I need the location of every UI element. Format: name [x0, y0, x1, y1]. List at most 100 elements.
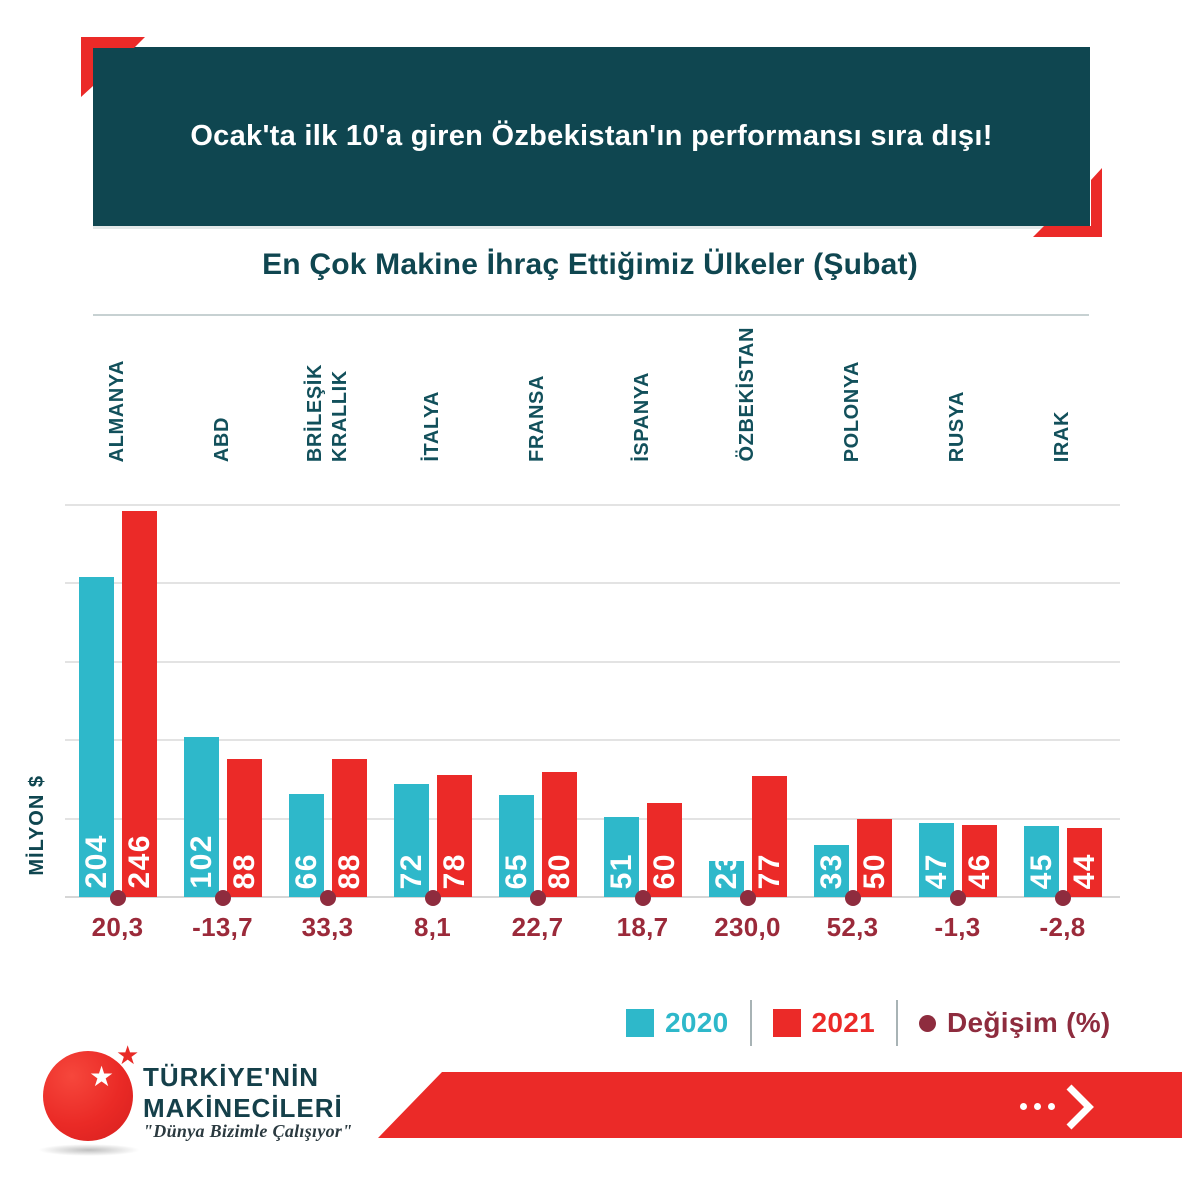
change-value-7: 230,0 [714, 912, 781, 942]
bar-2020-5 [499, 795, 534, 897]
change-dot-8 [845, 890, 861, 906]
legend-item-change: Değişim (%) [919, 1007, 1111, 1039]
change-value-2: -13,7 [192, 912, 253, 942]
bar-2021-3 [332, 759, 367, 897]
legend-divider [896, 1000, 898, 1046]
bar-value-2020-10: 45 [1025, 852, 1058, 889]
logo-star-white-icon: ★ [89, 1060, 115, 1093]
country-label-8: POLONYA [800, 322, 905, 462]
gridline-100 [65, 739, 1120, 741]
gridline-50 [65, 818, 1120, 820]
change-dot-1 [110, 890, 126, 906]
bar-2021-4 [437, 775, 472, 897]
gridline-200 [65, 582, 1120, 584]
corner-accent-bottom-right-icon [1033, 168, 1102, 237]
bar-2020-2 [184, 737, 219, 897]
country-label-text: BRİLEŞİK KRALLIK [303, 363, 351, 462]
bar-2020-6 [604, 817, 639, 897]
change-value-4: 8,1 [413, 912, 452, 942]
bar-2021-7 [752, 776, 787, 897]
header-banner: Ocak'ta ilk 10'a giren Özbekistan'ın per… [93, 47, 1090, 226]
country-label-3: BRİLEŞİK KRALLIK [275, 322, 380, 462]
header-title: Ocak'ta ilk 10'a giren Özbekistan'ın per… [190, 120, 993, 153]
country-label-5: FRANSA [485, 322, 590, 462]
change-dot-2 [215, 890, 231, 906]
change-dot-5 [530, 890, 546, 906]
country-label-text: İTALYA [421, 391, 443, 462]
bar-2020-3 [289, 794, 324, 897]
bar-2020-4 [394, 784, 429, 897]
legend-2020-swatch-icon [626, 1009, 654, 1037]
change-dot-3 [320, 890, 336, 906]
bar-value-2021-9: 46 [963, 852, 996, 889]
country-label-text: İSPANYA [631, 372, 653, 462]
change-value-1: 20,3 [91, 912, 144, 942]
bar-2020-1 [79, 577, 114, 897]
bar-value-2021-5: 80 [543, 852, 576, 889]
legend-item-2020: 2020 [626, 1007, 729, 1039]
bar-value-2020-7: 23 [710, 852, 743, 889]
bar-value-2021-3: 88 [333, 852, 366, 889]
bar-2021-6 [647, 803, 682, 897]
legend-divider [749, 1000, 752, 1046]
change-dot-6 [635, 890, 651, 906]
country-label-2: ABD [170, 322, 275, 462]
bar-value-2020-5: 65 [500, 852, 533, 889]
change-dot-7 [740, 890, 756, 906]
chart-legend: 2020 2021 Değişim (%) [626, 1000, 1111, 1046]
bar-2020-7 [709, 861, 744, 897]
bar-value-2020-2: 102 [185, 834, 218, 889]
x-axis-baseline [65, 896, 1120, 898]
change-value-6: 18,7 [616, 912, 669, 942]
country-label-text: IRAK [1051, 410, 1073, 462]
country-label-7: ÖZBEKİSTAN [695, 322, 800, 462]
bar-value-2021-2: 88 [228, 852, 261, 889]
brand-logo-circle-icon [43, 1051, 133, 1141]
bar-2021-10 [1067, 828, 1102, 897]
bar-value-2021-10: 44 [1068, 852, 1101, 889]
bar-value-2021-8: 50 [858, 852, 891, 889]
brand-name-line1: TÜRKİYE'NİN [143, 1062, 320, 1092]
change-value-8: 52,3 [826, 912, 879, 942]
country-label-1: ALMANYA [65, 322, 170, 462]
country-label-6: İSPANYA [590, 322, 695, 462]
arrow-dot-icon [1020, 1103, 1027, 1110]
legend-2020-label: 2020 [665, 1007, 729, 1038]
bar-value-2021-1: 246 [123, 834, 156, 889]
bar-2021-2 [227, 759, 262, 897]
gridline-150 [65, 661, 1120, 663]
chevron-right-icon [1066, 1084, 1094, 1130]
bar-2020-8 [814, 845, 849, 897]
chart-title: En Çok Makine İhraç Ettiğimiz Ülkeler (Ş… [262, 248, 918, 281]
legend-change-dot-icon [919, 1014, 936, 1032]
change-value-9: -1,3 [934, 912, 981, 942]
footer-ribbon [378, 1072, 1182, 1138]
legend-change-label: Değişim (%) [947, 1007, 1111, 1038]
bar-value-2020-3: 66 [290, 852, 323, 889]
y-axis-label: MİLYON $ [26, 775, 48, 876]
bar-2021-8 [857, 819, 892, 897]
bar-2021-1 [122, 511, 157, 897]
bar-2021-9 [962, 825, 997, 897]
country-label-text: ABD [211, 416, 233, 462]
header-shadow-line [93, 226, 1090, 229]
bar-value-2021-4: 78 [438, 852, 471, 889]
country-label-text: ALMANYA [106, 359, 128, 462]
country-label-text: FRANSA [526, 375, 548, 462]
logo-star-red-icon: ★ [116, 1041, 140, 1071]
change-value-5: 22,7 [511, 912, 564, 942]
corner-accent-top-left-icon [81, 37, 145, 97]
change-value-3: 33,3 [301, 912, 354, 942]
change-dot-10 [1055, 890, 1071, 906]
arrow-dot-icon [1048, 1103, 1055, 1110]
legend-2021-label: 2021 [811, 1007, 875, 1038]
country-label-9: RUSYA [905, 322, 1010, 462]
country-label-text: POLONYA [841, 360, 863, 462]
brand-tagline: "Dünya Bizimle Çalışıyor" [143, 1121, 353, 1141]
legend-2021-swatch-icon [772, 1009, 801, 1037]
brand-name-line2: MAKİNECİLERİ [143, 1093, 343, 1123]
bar-value-2020-1: 204 [80, 834, 113, 889]
logo-shadow [38, 1144, 140, 1156]
gridline-250 [65, 504, 1120, 506]
